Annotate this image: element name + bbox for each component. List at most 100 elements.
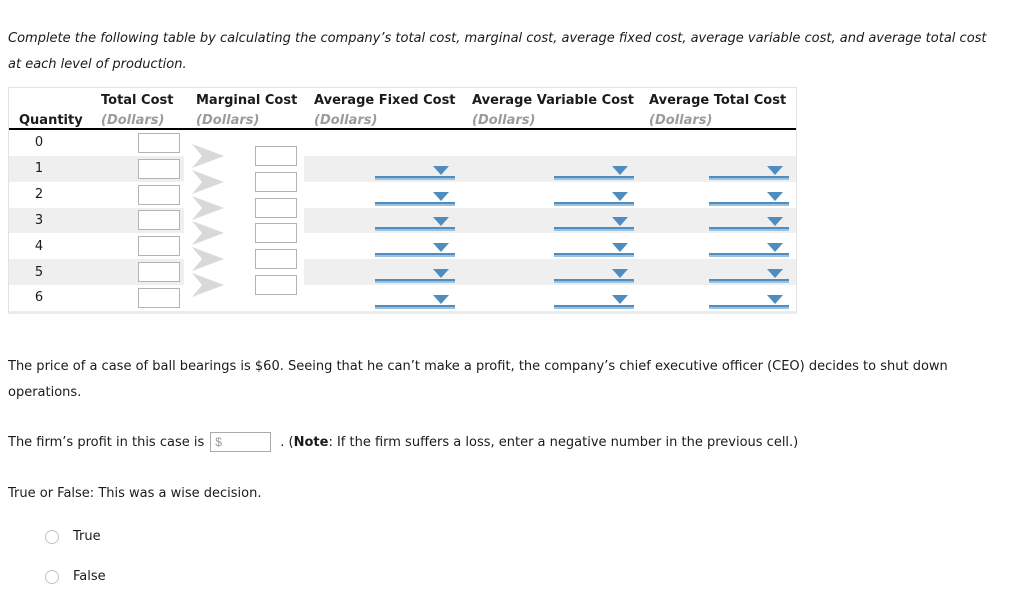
profit-input[interactable] — [210, 432, 272, 452]
avg-variable-cost-select-q4[interactable] — [554, 239, 634, 258]
quantity-label-q5: 5 — [34, 264, 44, 280]
false-option-row: False — [45, 569, 106, 584]
profit-question: The firm’s profit in this case is . ( No… — [8, 432, 798, 452]
quantity-label-q0: 0 — [34, 135, 44, 151]
header-marginal-cost: Marginal Cost — [196, 93, 298, 108]
total-cost-input-q3[interactable] — [138, 210, 180, 231]
marginal-cost-input-q3-q4[interactable] — [255, 223, 297, 244]
dropdown-arrow-icon — [767, 191, 783, 201]
dropdown-arrow-icon — [767, 217, 783, 227]
marginal-cost-input-q5-q6[interactable] — [255, 275, 297, 296]
avg-fixed-cost-select-q1[interactable] — [375, 162, 455, 180]
avg-variable-cost-select-q1[interactable] — [554, 162, 634, 180]
shutdown-paragraph-line-1: The price of a case of ball bearings is … — [8, 359, 948, 374]
dropdown-arrow-icon — [612, 294, 628, 304]
chevron-right-icon — [192, 247, 224, 272]
avg-total-cost-select-q3[interactable] — [709, 213, 789, 232]
avg-variable-cost-select-q2[interactable] — [554, 188, 634, 206]
true-false-prompt: True or False: This was a wise decision. — [8, 486, 262, 501]
header-marginal-cost-unit: (Dollars) — [196, 113, 260, 128]
dropdown-arrow-icon — [433, 191, 449, 201]
table-row-q0: 0 — [9, 130, 796, 156]
quantity-label-q2: 2 — [34, 187, 44, 203]
table-row-q4: 4 — [9, 233, 796, 260]
header-quantity: Quantity — [19, 113, 83, 128]
total-cost-input-q6[interactable] — [138, 287, 180, 308]
table-row-q6: 6 — [9, 285, 796, 311]
instruction-line-2: at each level of production. — [8, 57, 187, 72]
profit-after-text: . ( — [280, 434, 294, 450]
total-cost-input-q4[interactable] — [138, 236, 180, 257]
dropdown-arrow-icon — [433, 269, 449, 279]
chevron-right-icon — [192, 195, 224, 220]
profit-note-label: Note — [293, 434, 329, 450]
false-option-label: False — [73, 569, 106, 584]
dropdown-arrow-icon — [612, 165, 628, 175]
table-row-q5: 5 — [9, 259, 796, 286]
instruction-text: Complete the following table by calculat… — [8, 26, 987, 78]
marginal-cost-input-q4-q5[interactable] — [255, 249, 297, 270]
header-total-cost: Total Cost — [101, 93, 174, 108]
avg-variable-cost-select-q5[interactable] — [554, 265, 634, 284]
avg-fixed-cost-select-q5[interactable] — [375, 265, 455, 284]
shutdown-paragraph-line-2: operations. — [8, 385, 82, 400]
cost-table-body: 0 1 2 — [9, 130, 796, 311]
avg-fixed-cost-select-q2[interactable] — [375, 188, 455, 206]
total-cost-input-q5[interactable] — [138, 262, 180, 283]
header-avg-total-cost-unit: (Dollars) — [649, 113, 713, 128]
avg-fixed-cost-select-q6[interactable] — [375, 291, 455, 309]
table-row-q2: 2 — [9, 181, 796, 208]
instruction-line-1: Complete the following table by calculat… — [8, 31, 987, 46]
chevron-right-icon — [192, 143, 224, 168]
dropdown-arrow-icon — [433, 243, 449, 253]
dropdown-arrow-icon — [433, 217, 449, 227]
marginal-cost-overlay — [9, 130, 796, 311]
dropdown-arrow-icon — [612, 243, 628, 253]
quantity-label-q3: 3 — [34, 212, 44, 228]
false-radio-button[interactable] — [45, 569, 59, 584]
true-option-row: True — [45, 529, 101, 544]
dropdown-arrow-icon — [612, 191, 628, 201]
marginal-cost-input-q1-q2[interactable] — [255, 171, 297, 192]
dropdown-arrow-icon — [612, 217, 628, 227]
avg-variable-cost-select-q6[interactable] — [554, 291, 634, 309]
shutdown-paragraph: The price of a case of ball bearings is … — [8, 354, 948, 406]
avg-total-cost-select-q5[interactable] — [709, 265, 789, 284]
header-avg-fixed-cost-unit: (Dollars) — [314, 113, 378, 128]
dropdown-arrow-icon — [767, 294, 783, 304]
header-avg-variable-cost: Average Variable Cost — [472, 93, 635, 108]
header-avg-total-cost: Average Total Cost — [649, 93, 787, 108]
true-radio-button[interactable] — [45, 529, 59, 544]
table-row-q3: 3 — [9, 207, 796, 234]
chevron-right-icon — [192, 273, 224, 298]
avg-fixed-cost-select-q3[interactable] — [375, 213, 455, 232]
dropdown-arrow-icon — [767, 243, 783, 253]
marginal-cost-input-q2-q3[interactable] — [255, 197, 297, 218]
dropdown-arrow-icon — [767, 165, 783, 175]
avg-variable-cost-select-q3[interactable] — [554, 213, 634, 232]
cost-table: Quantity Total Cost (Dollars) Marginal C… — [8, 87, 797, 314]
header-total-cost-unit: (Dollars) — [101, 113, 165, 128]
avg-fixed-cost-select-q4[interactable] — [375, 239, 455, 258]
header-avg-variable-cost-unit: (Dollars) — [472, 113, 536, 128]
avg-total-cost-select-q4[interactable] — [709, 239, 789, 258]
marginal-cost-input-q0-q1[interactable] — [255, 145, 297, 166]
dropdown-arrow-icon — [612, 269, 628, 279]
table-row-q1: 1 — [9, 155, 796, 182]
chevron-right-icon — [192, 169, 224, 194]
dropdown-arrow-icon — [433, 165, 449, 175]
true-option-label: True — [73, 529, 101, 544]
avg-total-cost-select-q6[interactable] — [709, 291, 789, 309]
avg-total-cost-select-q2[interactable] — [709, 188, 789, 206]
total-cost-input-q2[interactable] — [138, 184, 180, 205]
chevron-right-icon — [192, 221, 224, 246]
profit-note-text: : If the firm suffers a loss, enter a ne… — [328, 434, 799, 450]
quantity-label-q1: 1 — [34, 161, 44, 177]
header-avg-fixed-cost: Average Fixed Cost — [314, 93, 456, 108]
total-cost-input-q0[interactable] — [138, 132, 180, 153]
total-cost-input-q1[interactable] — [138, 158, 180, 179]
profit-question-text: The firm’s profit in this case is — [8, 434, 205, 450]
avg-total-cost-select-q1[interactable] — [709, 162, 789, 180]
dropdown-arrow-icon — [767, 269, 783, 279]
dropdown-arrow-icon — [433, 294, 449, 304]
